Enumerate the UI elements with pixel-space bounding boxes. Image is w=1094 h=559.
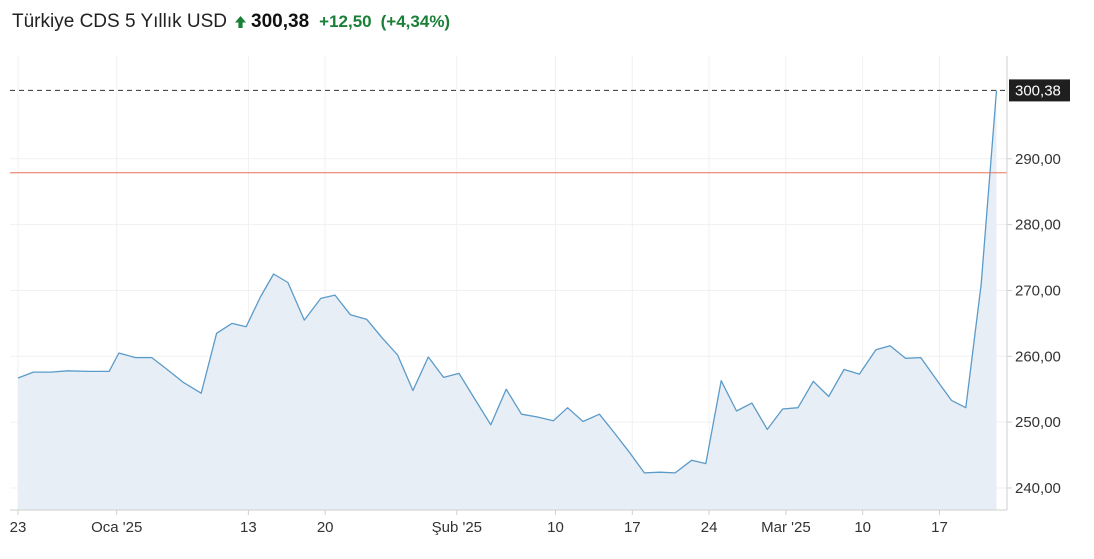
x-tick-label: 17	[931, 519, 948, 536]
y-tick-label: 250,00	[1015, 414, 1061, 431]
price-change-percent: (+4,34%)	[380, 12, 451, 31]
x-tick-label: Mar '25	[761, 519, 811, 536]
current-value-label: 300,38	[1015, 82, 1061, 99]
quote-header: Türkiye CDS 5 Yıllık USD 300,38 +12,50 (…	[12, 8, 450, 36]
price-line	[17, 90, 998, 474]
x-tick-label: Şub '25	[432, 519, 482, 536]
x-tick-label: 17	[624, 519, 641, 536]
x-tick-label: 20	[317, 519, 334, 536]
y-tick-label: 280,00	[1015, 217, 1061, 234]
y-tick-label: 290,00	[1015, 151, 1061, 168]
current-value-badge	[1009, 79, 1070, 102]
y-tick-label: 270,00	[1015, 282, 1061, 299]
y-tick-label: 260,00	[1015, 348, 1061, 365]
x-tick-label: 24	[701, 519, 718, 536]
x-tick-label: 10	[547, 519, 564, 536]
arrow-up-icon	[234, 15, 247, 29]
price-area-fill	[18, 90, 997, 511]
x-tick-label: 13	[240, 519, 257, 536]
x-tick-label: Oca '25	[91, 519, 142, 536]
last-price: 300,38	[251, 11, 310, 32]
x-tick-label: 23	[10, 519, 27, 536]
y-tick-label: 240,00	[1015, 480, 1061, 497]
price-change: +12,50	[319, 12, 372, 31]
x-tick-label: 10	[854, 519, 871, 536]
instrument-title: Türkiye CDS 5 Yıllık USD	[12, 11, 228, 32]
